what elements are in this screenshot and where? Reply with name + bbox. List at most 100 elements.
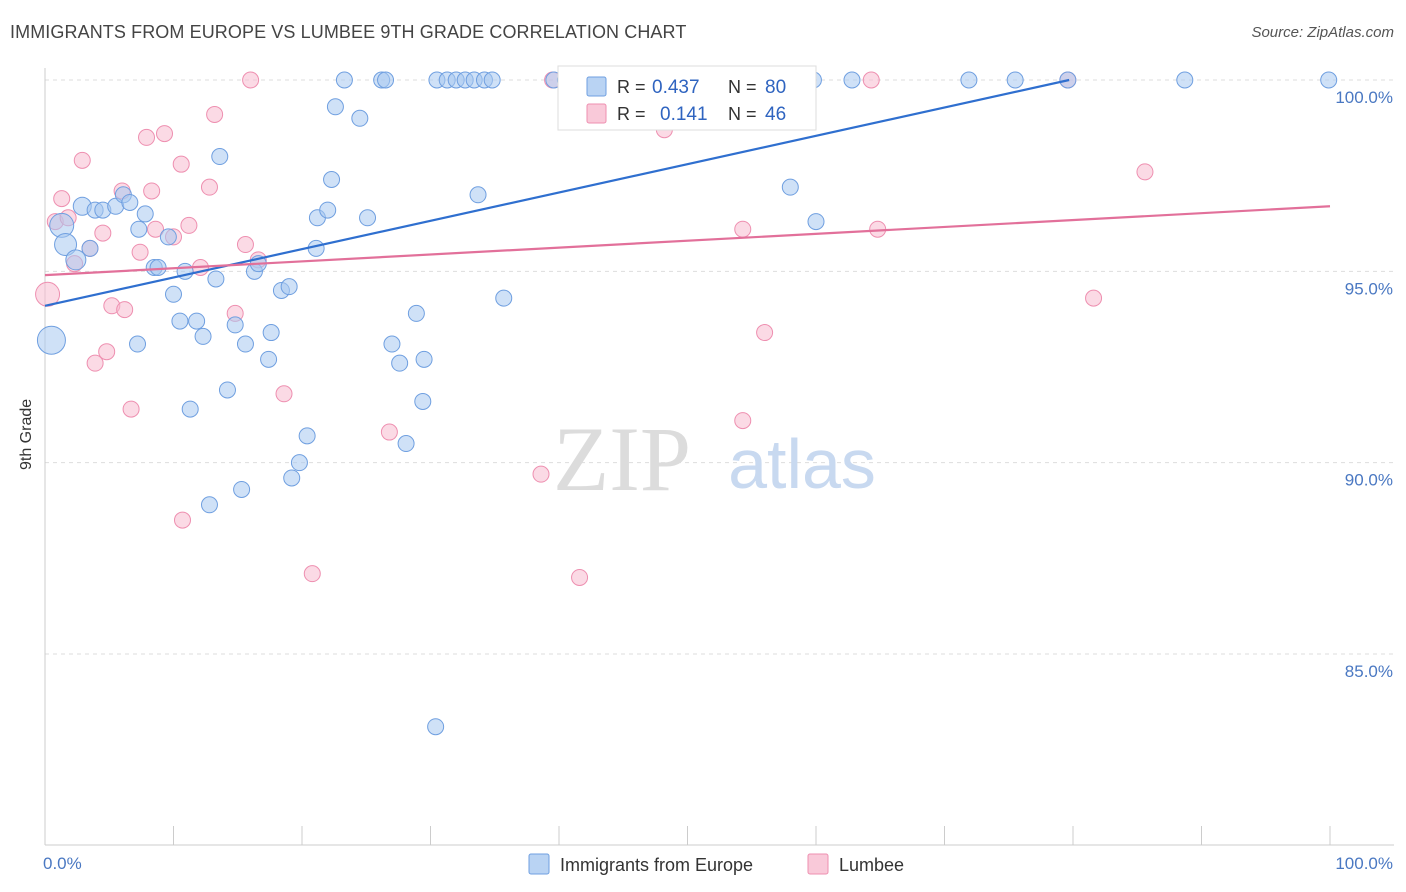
europe-point — [383, 335, 401, 353]
europe-point — [262, 324, 280, 342]
europe-point — [218, 381, 236, 399]
legend-bottom-swatch-lumbee — [807, 853, 829, 875]
europe-point — [427, 718, 445, 736]
europe-point — [136, 205, 154, 223]
europe-point — [319, 201, 337, 219]
lumbee-point — [734, 412, 752, 430]
tick-labels: 100.0% 95.0% 90.0% 85.0% 0.0% 100.0% — [43, 88, 1393, 873]
europe-point — [233, 480, 251, 498]
europe-point — [236, 335, 254, 353]
legend-r-value-europe: 0.437 — [652, 77, 700, 98]
legend-n-value-europe: 80 — [765, 77, 786, 98]
lumbee-point — [1085, 289, 1103, 307]
legend-bottom: Immigrants from Europe Lumbee — [528, 853, 904, 875]
y-tick-label: 95.0% — [1345, 279, 1393, 298]
chart-source: Source: ZipAtlas.com — [1251, 24, 1394, 41]
europe-point — [54, 233, 78, 257]
lumbee-point — [380, 423, 398, 441]
europe-point — [483, 71, 501, 89]
y-tick-label: 100.0% — [1335, 88, 1393, 107]
europe-point — [495, 289, 513, 307]
legend-bottom-label-europe: Immigrants from Europe — [560, 855, 753, 875]
lumbee-point — [138, 128, 156, 146]
legend-swatch-lumbee — [586, 103, 607, 124]
europe-point — [960, 71, 978, 89]
europe-point — [130, 220, 148, 238]
lumbee-point — [122, 400, 140, 418]
europe-point — [181, 400, 199, 418]
europe-point — [290, 454, 308, 472]
europe-point — [335, 71, 353, 89]
lumbee-point — [734, 220, 752, 238]
europe-point — [159, 228, 177, 246]
lumbee-point — [180, 216, 198, 234]
lumbee-point — [53, 190, 71, 208]
lumbee-point — [173, 511, 191, 529]
europe-point — [298, 427, 316, 445]
lumbee-point — [862, 71, 880, 89]
legend-r-label-lumbee: R = — [617, 104, 646, 124]
lumbee-point — [86, 354, 104, 372]
y-tick-label: 90.0% — [1345, 471, 1393, 490]
legend-r-label-europe: R = — [617, 77, 646, 97]
europe-point — [414, 392, 432, 410]
europe-point — [807, 213, 825, 231]
europe-point — [260, 350, 278, 368]
legend-n-value-lumbee: 46 — [765, 104, 786, 125]
europe-point — [469, 186, 487, 204]
legend-bottom-swatch-europe — [528, 853, 550, 875]
europe-point — [81, 239, 99, 257]
lumbee-point — [147, 220, 165, 238]
lumbee-point — [242, 71, 260, 89]
europe-point — [323, 170, 341, 188]
europe-point — [359, 209, 377, 227]
europe-point — [65, 249, 87, 271]
europe-point — [211, 148, 229, 166]
europe-point — [351, 109, 369, 127]
lumbee-point — [275, 385, 293, 403]
watermark-zip: ZIP — [553, 408, 691, 510]
legend-swatch-europe — [586, 76, 607, 97]
europe-point — [283, 469, 301, 487]
europe-point — [121, 193, 139, 211]
y-tick-label: 85.0% — [1345, 662, 1393, 681]
lumbee-point — [532, 465, 550, 483]
europe-point — [36, 325, 66, 355]
legend-bottom-label-lumbee: Lumbee — [839, 855, 904, 875]
lumbee-point — [756, 324, 774, 342]
x-tick-label: 100.0% — [1335, 854, 1393, 873]
x-tick-label: 0.0% — [43, 854, 82, 873]
lumbee-trend-line — [44, 205, 1331, 277]
watermark: ZIP atlas — [553, 408, 876, 510]
europe-point — [1320, 71, 1338, 89]
legend-n-label-europe: N = — [728, 77, 757, 97]
europe-point — [391, 354, 409, 372]
lumbee-point — [73, 151, 91, 169]
lumbee-point — [303, 565, 321, 583]
europe-point — [377, 71, 395, 89]
legend-r-value-lumbee: 0.141 — [660, 104, 708, 125]
grid-lines — [45, 79, 1394, 655]
europe-point — [1006, 71, 1024, 89]
europe-point — [1176, 71, 1194, 89]
lumbee-point — [131, 243, 149, 261]
europe-point — [194, 327, 212, 345]
europe-point — [843, 71, 861, 89]
lumbee-point — [116, 301, 134, 319]
legend-n-label-lumbee: N = — [728, 104, 757, 124]
lumbee-point — [1136, 163, 1154, 181]
europe-point — [226, 316, 244, 334]
europe-point — [207, 270, 225, 288]
europe-point — [165, 285, 182, 303]
lumbee-point — [172, 155, 190, 173]
europe-trend-line — [44, 78, 1070, 307]
lumbee-point — [200, 178, 218, 196]
europe-point — [171, 312, 189, 330]
europe-point — [407, 304, 425, 322]
axes — [44, 68, 1394, 846]
legend-top: R = 0.437 N = 80 R = 0.141 N = 46 — [557, 65, 817, 131]
europe-point — [280, 278, 298, 296]
lumbee-point — [206, 105, 224, 123]
lumbee-point — [236, 236, 254, 254]
